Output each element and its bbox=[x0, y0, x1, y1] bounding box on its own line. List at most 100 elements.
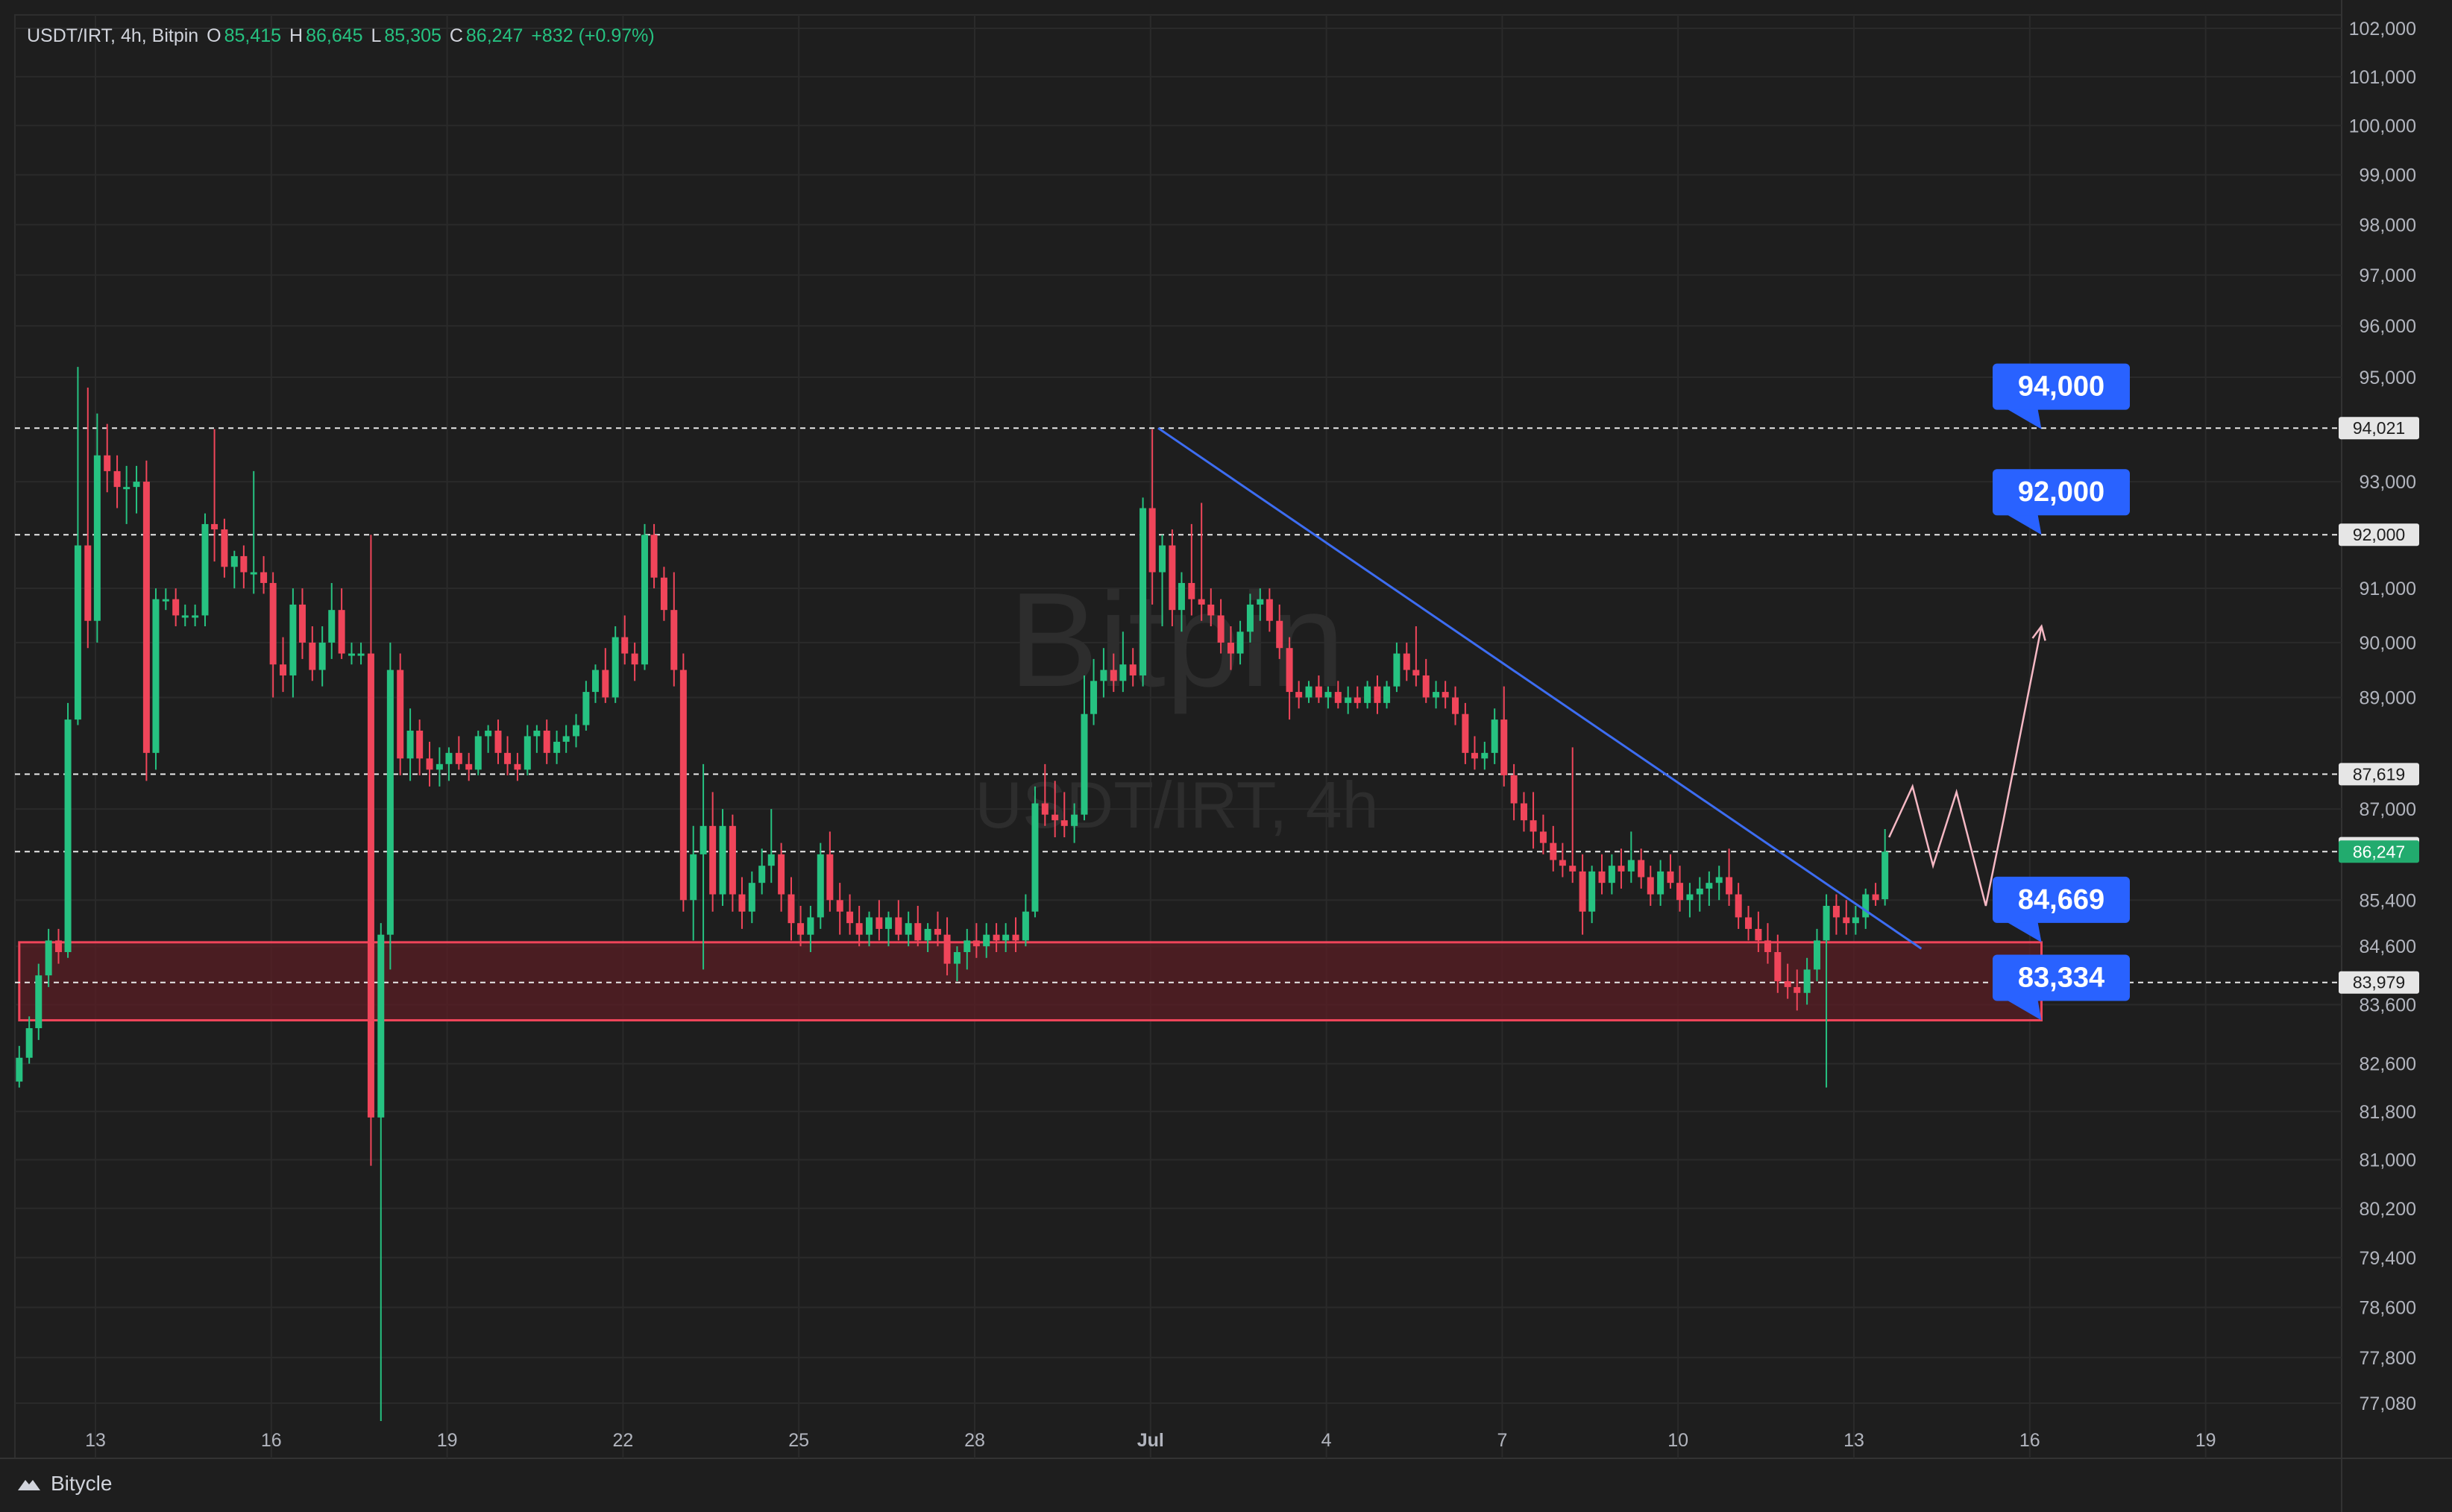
price-axis-label-bg bbox=[2339, 417, 2419, 440]
candle-body bbox=[142, 482, 150, 753]
close-label: C bbox=[449, 25, 463, 46]
candle-body bbox=[445, 752, 453, 764]
candle-up bbox=[64, 702, 72, 958]
candle-down bbox=[1012, 917, 1019, 953]
y-tick-label: 85,400 bbox=[2360, 890, 2416, 911]
candle-body bbox=[1471, 752, 1478, 759]
candle-body bbox=[1403, 653, 1410, 670]
candle-down bbox=[1217, 599, 1225, 654]
candle-body bbox=[465, 763, 473, 770]
candle-body bbox=[943, 934, 951, 964]
candle-body bbox=[1257, 599, 1264, 605]
candle-body bbox=[1696, 888, 1703, 895]
candle-body bbox=[348, 653, 355, 656]
symbol-name[interactable]: USDT/IRT, 4h, Bitpin bbox=[27, 25, 199, 46]
candle-body bbox=[1452, 697, 1459, 714]
candle-body bbox=[1090, 681, 1098, 714]
candle-up bbox=[748, 871, 755, 924]
candle-body bbox=[884, 917, 892, 929]
candle-body bbox=[1012, 934, 1019, 941]
callout-pointer bbox=[2003, 512, 2042, 535]
candle-down bbox=[1618, 848, 1625, 889]
candle-body bbox=[709, 825, 717, 895]
x-tick-label: 13 bbox=[1843, 1430, 1864, 1451]
level-callout: 83,334 bbox=[1993, 954, 2130, 1021]
candle-body bbox=[1638, 860, 1645, 878]
callout-pointer bbox=[2003, 406, 2042, 429]
candle-up bbox=[1364, 681, 1371, 709]
candle-down bbox=[1500, 686, 1508, 787]
open-value: 85,415 bbox=[224, 25, 282, 46]
candle-body bbox=[1286, 648, 1293, 693]
level-callout: 92,000 bbox=[1993, 469, 2130, 535]
candle-down bbox=[504, 736, 512, 775]
candle-body bbox=[416, 730, 424, 759]
candle-body bbox=[181, 615, 189, 618]
candle-body bbox=[758, 866, 766, 883]
candle-body bbox=[582, 692, 590, 725]
candle-down bbox=[416, 719, 424, 775]
callout-label: 84,669 bbox=[2018, 884, 2104, 916]
candle-up bbox=[45, 928, 52, 987]
candle-body bbox=[123, 487, 131, 490]
candle-body bbox=[983, 934, 990, 947]
candle-down bbox=[1198, 503, 1205, 621]
candle-down bbox=[1334, 681, 1342, 709]
y-tick-label: 81,800 bbox=[2360, 1102, 2416, 1123]
low-label: L bbox=[371, 25, 382, 46]
candle-body bbox=[309, 642, 316, 670]
y-tick-label: 100,000 bbox=[2349, 116, 2416, 136]
candle-body bbox=[1726, 877, 1733, 895]
candle-body bbox=[866, 917, 873, 935]
candle-down bbox=[679, 653, 687, 912]
candle-up bbox=[230, 550, 238, 589]
candle-up bbox=[1002, 923, 1010, 953]
candle-up bbox=[1433, 681, 1440, 709]
candle-up bbox=[1823, 894, 1830, 1088]
candle-down bbox=[1843, 900, 1850, 935]
callout-label: 94,000 bbox=[2018, 371, 2104, 403]
candle-down bbox=[1422, 658, 1430, 703]
candle-up bbox=[905, 911, 912, 947]
candle-body bbox=[1608, 866, 1615, 883]
candle-body bbox=[1169, 545, 1176, 611]
candle-up bbox=[93, 413, 101, 643]
candle-body bbox=[748, 883, 755, 912]
y-tick-label: 79,400 bbox=[2360, 1248, 2416, 1269]
candle-up bbox=[328, 582, 336, 659]
candle-up bbox=[318, 626, 326, 687]
candle-body bbox=[1119, 664, 1127, 681]
candle-body bbox=[289, 604, 297, 675]
footer-brand[interactable]: Bitycle bbox=[16, 1472, 112, 1496]
candle-down bbox=[367, 535, 374, 1166]
candle-body bbox=[621, 637, 629, 654]
candle-down bbox=[1060, 792, 1068, 838]
candle-down bbox=[1276, 604, 1283, 659]
candle-down bbox=[972, 923, 980, 958]
candle-body bbox=[35, 975, 43, 1029]
projection-path bbox=[1888, 626, 2043, 907]
x-tick-label: 16 bbox=[2019, 1430, 2040, 1451]
symbol-header: USDT/IRT, 4h, Bitpin O 85,415 H 86,645 L 85… bbox=[27, 25, 658, 47]
candle-up bbox=[192, 604, 199, 627]
candle-up bbox=[1686, 883, 1694, 918]
candle-up bbox=[1491, 708, 1498, 764]
support-zone bbox=[18, 941, 2043, 1021]
candle-down bbox=[1745, 905, 1752, 941]
candle-body bbox=[1246, 604, 1254, 632]
candle-up bbox=[357, 642, 365, 665]
candle-body bbox=[631, 653, 638, 665]
candle-up bbox=[591, 664, 599, 703]
price-axis-label: 83,979 bbox=[2339, 971, 2419, 994]
x-tick-label: Jul bbox=[1137, 1430, 1164, 1451]
candle-body bbox=[1882, 851, 1889, 900]
high-value: 86,645 bbox=[306, 25, 363, 46]
candle-body bbox=[1774, 952, 1782, 982]
candle-body bbox=[1706, 883, 1713, 889]
candle-down bbox=[1832, 894, 1840, 935]
candle-body bbox=[1051, 814, 1059, 821]
candle-body bbox=[514, 763, 521, 770]
candle-body bbox=[1060, 820, 1068, 826]
